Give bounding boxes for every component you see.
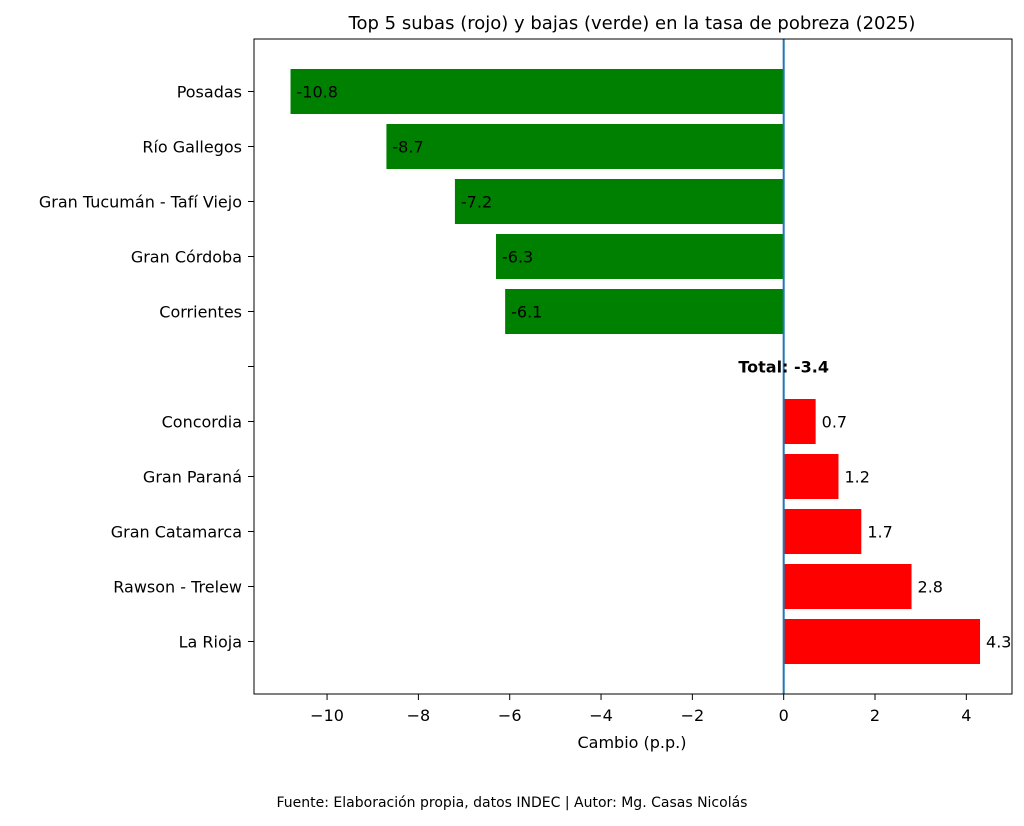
bar-baja — [386, 124, 784, 169]
chart-title: Top 5 subas (rojo) y bajas (verde) en la… — [348, 13, 916, 34]
bar-value-label: -6.3 — [502, 248, 533, 267]
bar-value-label: -10.8 — [297, 83, 338, 102]
axes-layer: Total: -3.4 Posadas Río Gallegos Gran Tucum… — [39, 38, 1013, 725]
y-tick-label: Corrientes — [159, 303, 242, 322]
y-tick-label: Gran Paraná — [143, 468, 242, 487]
y-tick-label: Gran Tucumán - Tafí Viejo — [39, 193, 242, 212]
bar-baja — [505, 289, 784, 334]
x-tick-label: 0 — [779, 706, 789, 725]
x-tick-label: −4 — [589, 706, 613, 725]
y-tick-label: Rawson - Trelew — [113, 578, 242, 597]
bars-layer: -10.8 -8.7 -7.2 -6.3 -6.1 0.7 1.2 1.7 2.8 4.3 — [290, 69, 1011, 664]
y-tick-label: Gran Catamarca — [111, 523, 242, 542]
bar-suba — [783, 454, 839, 499]
x-axis-label: Cambio (p.p.) — [577, 733, 686, 752]
x-tick-label: −10 — [310, 706, 344, 725]
bar-baja — [496, 234, 784, 279]
bar-value-label: 0.7 — [822, 413, 847, 432]
bar-value-label: 2.8 — [918, 578, 943, 597]
bar-suba — [783, 564, 912, 609]
y-tick-label: Río Gallegos — [142, 138, 242, 157]
total-annotation: Total: -3.4 — [738, 358, 829, 377]
y-tick-label: Concordia — [162, 413, 242, 432]
bar-value-label: 1.2 — [844, 468, 869, 487]
x-tick-label: 4 — [961, 706, 971, 725]
bar-suba — [783, 399, 816, 444]
footer-source: Fuente: Elaboración propia, datos INDEC … — [277, 795, 748, 811]
bar-value-label: 1.7 — [867, 523, 892, 542]
bar-suba — [783, 509, 862, 554]
x-tick-label: 2 — [870, 706, 880, 725]
bar-baja — [290, 69, 784, 114]
bar-value-label: -7.2 — [461, 193, 492, 212]
y-tick-label: Posadas — [177, 83, 242, 102]
x-tick-label: −2 — [681, 706, 705, 725]
bar-suba — [783, 619, 981, 664]
bar-value-label: -8.7 — [392, 138, 423, 157]
x-tick-label: −8 — [407, 706, 431, 725]
bar-value-label: -6.1 — [511, 303, 542, 322]
y-tick-label: Gran Córdoba — [131, 248, 242, 267]
y-tick-label: La Rioja — [179, 633, 242, 652]
bar-baja — [454, 179, 784, 224]
x-tick-label: −6 — [498, 706, 522, 725]
bar-value-label: 4.3 — [986, 633, 1011, 652]
